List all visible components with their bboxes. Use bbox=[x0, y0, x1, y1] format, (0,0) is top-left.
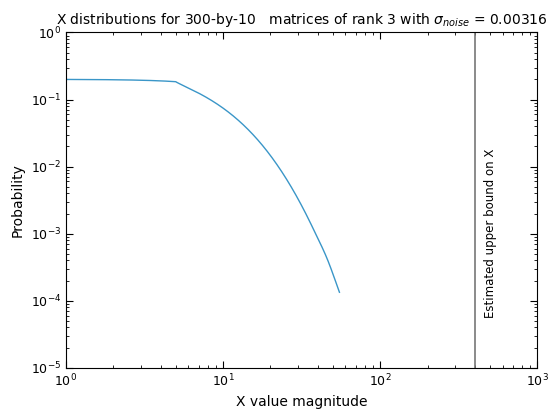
Y-axis label: Probability: Probability bbox=[11, 163, 25, 237]
Text: Estimated upper bound on X: Estimated upper bound on X bbox=[484, 149, 497, 318]
Title: X distributions for 300-by-10   matrices of rank 3 with $\sigma_{noise}$ = 0.003: X distributions for 300-by-10 matrices o… bbox=[56, 11, 548, 29]
X-axis label: X value magnitude: X value magnitude bbox=[236, 395, 367, 409]
